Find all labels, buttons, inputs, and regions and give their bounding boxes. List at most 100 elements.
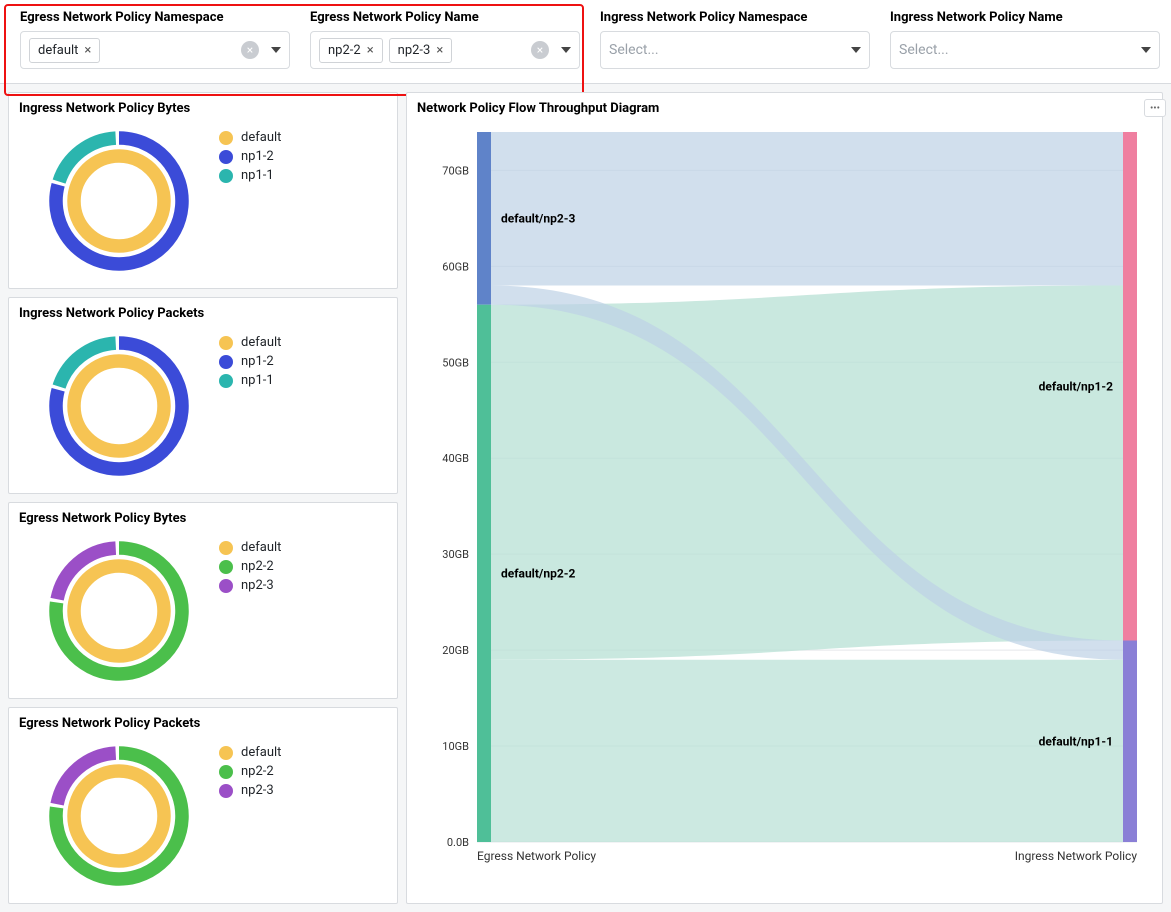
filter-chip[interactable]: default × (29, 38, 100, 63)
chevron-down-icon[interactable] (1141, 47, 1151, 53)
legend-swatch (219, 560, 233, 574)
sankey-x-right: Ingress Network Policy (1015, 849, 1138, 863)
legend-swatch (219, 150, 233, 164)
chip-label: np2-3 (398, 43, 431, 58)
svg-text:20GB: 20GB (442, 644, 469, 657)
legend-row[interactable]: np2-2 (219, 559, 281, 574)
filter-label: Egress Network Policy Name (310, 10, 580, 25)
filter-placeholder: Select... (609, 42, 659, 58)
donut-panel: Egress Network Policy Packets default np2-… (8, 707, 398, 904)
sankey-src-label: default/np2-3 (501, 211, 575, 225)
sankey-title: Network Policy Flow Throughput Diagram (407, 93, 1162, 122)
panel-title: Ingress Network Policy Packets (9, 298, 397, 327)
legend-swatch (219, 336, 233, 350)
chip-remove-icon[interactable]: × (84, 43, 91, 58)
filter-chip[interactable]: np2-3 × (389, 38, 453, 63)
filter-ingress_name: Ingress Network Policy Name Select... (890, 10, 1160, 69)
svg-text:40GB: 40GB (442, 452, 469, 465)
svg-text:60GB: 60GB (442, 260, 469, 273)
clear-icon[interactable]: × (531, 41, 549, 59)
legend-label: np2-3 (241, 783, 274, 798)
legend-label: np1-2 (241, 149, 274, 164)
svg-text:0.0B: 0.0B (447, 836, 469, 849)
chevron-down-icon[interactable] (271, 47, 281, 53)
donut-legend: default np1-2 np1-1 (219, 331, 281, 392)
chevron-down-icon[interactable] (851, 47, 861, 53)
donut-legend: default np1-2 np1-1 (219, 126, 281, 187)
legend-row[interactable]: np1-2 (219, 354, 281, 369)
legend-row[interactable]: default (219, 540, 281, 555)
sankey-chart: 0.0B 10GB 20GB 30GB 40GB 50GB 60GB 70GB default/… (407, 122, 1147, 890)
filter-select[interactable]: default × × (20, 31, 290, 69)
chip-label: np2-2 (328, 43, 361, 58)
legend-row[interactable]: np2-3 (219, 578, 281, 593)
filter-chip[interactable]: np2-2 × (319, 38, 383, 63)
legend-label: default (241, 335, 281, 350)
legend-row[interactable]: np2-2 (219, 764, 281, 779)
donut-chart (44, 126, 194, 276)
donut-panel: Ingress Network Policy Bytes default np1-2… (8, 92, 398, 289)
donut-chart (44, 741, 194, 891)
filter-placeholder: Select... (899, 42, 949, 58)
filters-bar: Egress Network Policy Namespace default × ×… (0, 0, 1171, 84)
main-grid: Ingress Network Policy Bytes default np1-2… (0, 84, 1171, 912)
legend-label: np2-2 (241, 559, 274, 574)
legend-swatch (219, 784, 233, 798)
filter-select[interactable]: Select... (890, 31, 1160, 69)
legend-row[interactable]: np1-1 (219, 168, 281, 183)
legend-swatch (219, 131, 233, 145)
donut-legend: default np2-2 np2-3 (219, 741, 281, 802)
legend-swatch (219, 541, 233, 555)
legend-label: np2-2 (241, 764, 274, 779)
legend-swatch (219, 374, 233, 388)
sankey-dst-label: default/np1-1 (1039, 734, 1113, 748)
legend-label: default (241, 130, 281, 145)
panel-title: Egress Network Policy Bytes (9, 503, 397, 532)
sankey-x-left: Egress Network Policy (477, 849, 596, 863)
donut-panel: Egress Network Policy Bytes default np2-2 n… (8, 502, 398, 699)
svg-text:70GB: 70GB (442, 164, 469, 177)
panel-title: Ingress Network Policy Bytes (9, 93, 397, 122)
legend-row[interactable]: default (219, 130, 281, 145)
svg-text:10GB: 10GB (442, 740, 469, 753)
legend-label: default (241, 540, 281, 555)
chip-remove-icon[interactable]: × (436, 43, 443, 58)
filter-label: Ingress Network Policy Namespace (600, 10, 870, 25)
legend-row[interactable]: np2-3 (219, 783, 281, 798)
filter-label: Ingress Network Policy Name (890, 10, 1160, 25)
chip-label: default (38, 43, 78, 58)
sankey-src-label: default/np2-2 (501, 566, 575, 580)
filter-egress_ns: Egress Network Policy Namespace default × × (20, 10, 290, 69)
filter-select[interactable]: np2-2 × np2-3 × × (310, 31, 580, 69)
legend-row[interactable]: default (219, 335, 281, 350)
legend-row[interactable]: np1-1 (219, 373, 281, 388)
filter-select[interactable]: Select... (600, 31, 870, 69)
svg-text:30GB: 30GB (442, 548, 469, 561)
filter-label: Egress Network Policy Namespace (20, 10, 290, 25)
legend-swatch (219, 765, 233, 779)
clear-icon[interactable]: × (241, 41, 259, 59)
legend-label: np1-1 (241, 168, 274, 183)
filter-egress_name: Egress Network Policy Name np2-2 × np2-3 × × (310, 10, 580, 69)
legend-swatch (219, 169, 233, 183)
legend-swatch (219, 355, 233, 369)
chip-remove-icon[interactable]: × (367, 43, 374, 58)
panel-menu-icon[interactable]: ••• (1144, 99, 1166, 117)
legend-label: np1-1 (241, 373, 274, 388)
panel-title: Egress Network Policy Packets (9, 708, 397, 737)
filter-ingress_ns: Ingress Network Policy Namespace Select..… (600, 10, 870, 69)
sankey-dst-label: default/np1-2 (1039, 379, 1113, 393)
donut-panel: Ingress Network Policy Packets default np1… (8, 297, 398, 494)
legend-label: np2-3 (241, 578, 274, 593)
donut-chart (44, 331, 194, 481)
legend-label: default (241, 745, 281, 760)
sankey-panel: Network Policy Flow Throughput Diagram •… (406, 92, 1163, 904)
svg-text:50GB: 50GB (442, 356, 469, 369)
legend-label: np1-2 (241, 354, 274, 369)
left-column: Ingress Network Policy Bytes default np1-2… (8, 92, 398, 904)
chevron-down-icon[interactable] (561, 47, 571, 53)
legend-swatch (219, 746, 233, 760)
legend-row[interactable]: default (219, 745, 281, 760)
legend-swatch (219, 579, 233, 593)
legend-row[interactable]: np1-2 (219, 149, 281, 164)
